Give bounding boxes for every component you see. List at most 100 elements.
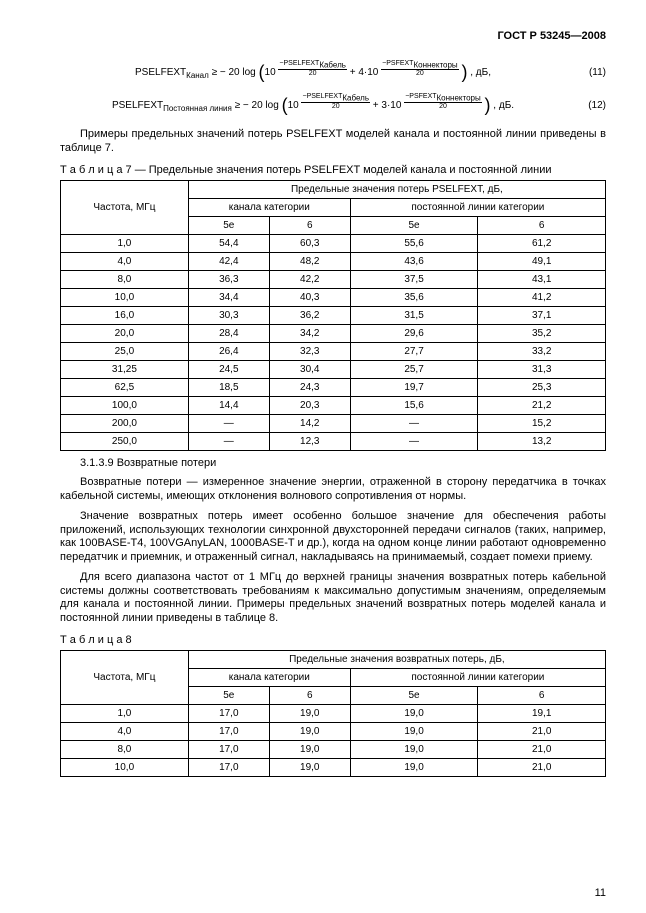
table-cell: 14,2 (269, 414, 350, 432)
table-row: 8,017,019,019,021,0 (61, 740, 606, 758)
table-cell: 24,5 (188, 360, 269, 378)
table-cell: 100,0 (61, 396, 189, 414)
table-row: 1,017,019,019,019,1 (61, 704, 606, 722)
t7-sub-5e-1: 5е (188, 216, 269, 234)
table-cell: 31,5 (350, 306, 478, 324)
table-cell: 4,0 (61, 722, 189, 740)
table-cell: 35,6 (350, 288, 478, 306)
table-cell: 19,0 (350, 704, 478, 722)
table-cell: 13,2 (478, 432, 606, 450)
table-8: Частота, МГц Предельные значения возврат… (60, 650, 606, 777)
t8-head-channel: канала категории (188, 668, 350, 686)
table-row: 4,017,019,019,021,0 (61, 722, 606, 740)
table-cell: 18,5 (188, 378, 269, 396)
table-cell: 17,0 (188, 704, 269, 722)
table-cell: 19,0 (350, 740, 478, 758)
t7-sub-6-1: 6 (269, 216, 350, 234)
table-cell: 19,0 (350, 722, 478, 740)
table-cell: 10,0 (61, 758, 189, 776)
table-cell: 17,0 (188, 740, 269, 758)
table-cell: 34,2 (269, 324, 350, 342)
table-cell: 35,2 (478, 324, 606, 342)
table-cell: 60,3 (269, 234, 350, 252)
table-cell: — (350, 414, 478, 432)
table-cell: 21,0 (478, 758, 606, 776)
table-cell: 36,2 (269, 306, 350, 324)
table-cell: 28,4 (188, 324, 269, 342)
table-8-caption: Т а б л и ц а 8 (60, 634, 606, 646)
para-1: Возвратные потери — измеренное значение … (60, 476, 606, 504)
table-cell: 41,2 (478, 288, 606, 306)
table-cell: — (188, 414, 269, 432)
page-number: 11 (595, 887, 606, 899)
table-cell: 21,0 (478, 722, 606, 740)
table-cell: 42,2 (269, 270, 350, 288)
table-cell: 21,0 (478, 740, 606, 758)
table-cell: 17,0 (188, 758, 269, 776)
table-cell: 8,0 (61, 740, 189, 758)
table-7-caption: Т а б л и ц а 7 — Предельные значения по… (60, 164, 606, 176)
table-row: 200,0—14,2—15,2 (61, 414, 606, 432)
table-cell: 4,0 (61, 252, 189, 270)
table-cell: 40,3 (269, 288, 350, 306)
table-cell: 54,4 (188, 234, 269, 252)
table-cell: 62,5 (61, 378, 189, 396)
table-cell: 12,3 (269, 432, 350, 450)
t8-sub-6-1: 6 (269, 686, 350, 704)
t8-head-main: Предельные значения возвратных потерь, д… (188, 650, 605, 668)
t8-head-permlink: постоянной линии категории (350, 668, 605, 686)
table-cell: 1,0 (61, 234, 189, 252)
table-7: Частота, МГц Предельные значения потерь … (60, 180, 606, 451)
table-cell: 1,0 (61, 704, 189, 722)
t7-head-main: Предельные значения потерь PSELFEXT, дБ, (188, 180, 605, 198)
intro-para-1: Примеры предельных значений потерь PSELF… (60, 128, 606, 156)
table-cell: 32,3 (269, 342, 350, 360)
table-cell: 48,2 (269, 252, 350, 270)
table-cell: 19,0 (269, 758, 350, 776)
table-row: 62,518,524,319,725,3 (61, 378, 606, 396)
table-cell: 31,3 (478, 360, 606, 378)
table-row: 10,017,019,019,021,0 (61, 758, 606, 776)
table-cell: — (350, 432, 478, 450)
table-cell: 19,1 (478, 704, 606, 722)
t8-sub-5e-2: 5е (350, 686, 478, 704)
table-cell: 25,7 (350, 360, 478, 378)
t8-col-freq: Частота, МГц (61, 650, 189, 704)
table-cell: 15,2 (478, 414, 606, 432)
table-cell: 33,2 (478, 342, 606, 360)
table-row: 1,054,460,355,661,2 (61, 234, 606, 252)
table-cell: 43,6 (350, 252, 478, 270)
table-cell: 8,0 (61, 270, 189, 288)
table-row: 4,042,448,243,649,1 (61, 252, 606, 270)
t7-head-channel: канала категории (188, 198, 350, 216)
table-cell: 200,0 (61, 414, 189, 432)
table-cell: 20,3 (269, 396, 350, 414)
t8-sub-5e-1: 5е (188, 686, 269, 704)
table-row: 25,026,432,327,733,2 (61, 342, 606, 360)
formula-11-number: (11) (566, 67, 606, 78)
table-cell: 42,4 (188, 252, 269, 270)
section-heading: 3.1.3.9 Возвратные потери (60, 457, 606, 471)
table-cell: 14,4 (188, 396, 269, 414)
table-cell: 21,2 (478, 396, 606, 414)
table-cell: 19,7 (350, 378, 478, 396)
t7-sub-6-2: 6 (478, 216, 606, 234)
table-cell: 15,6 (350, 396, 478, 414)
table-cell: 34,4 (188, 288, 269, 306)
t7-head-permlink: постоянной линии категории (350, 198, 605, 216)
t7-col-freq: Частота, МГц (61, 180, 189, 234)
table-row: 10,034,440,335,641,2 (61, 288, 606, 306)
table-row: 8,036,342,237,543,1 (61, 270, 606, 288)
table-row: 250,0—12,3—13,2 (61, 432, 606, 450)
table-cell: 16,0 (61, 306, 189, 324)
formula-12: PSELFEXTПостоянная линия ≥ − 20 log (10 … (60, 95, 606, 116)
t7-sub-5e-2: 5е (350, 216, 478, 234)
table-cell: 61,2 (478, 234, 606, 252)
table-cell: 24,3 (269, 378, 350, 396)
table-cell: 55,6 (350, 234, 478, 252)
table-cell: 10,0 (61, 288, 189, 306)
table-cell: 25,0 (61, 342, 189, 360)
table-cell: 43,1 (478, 270, 606, 288)
table-cell: 19,0 (269, 722, 350, 740)
table-row: 20,028,434,229,635,2 (61, 324, 606, 342)
